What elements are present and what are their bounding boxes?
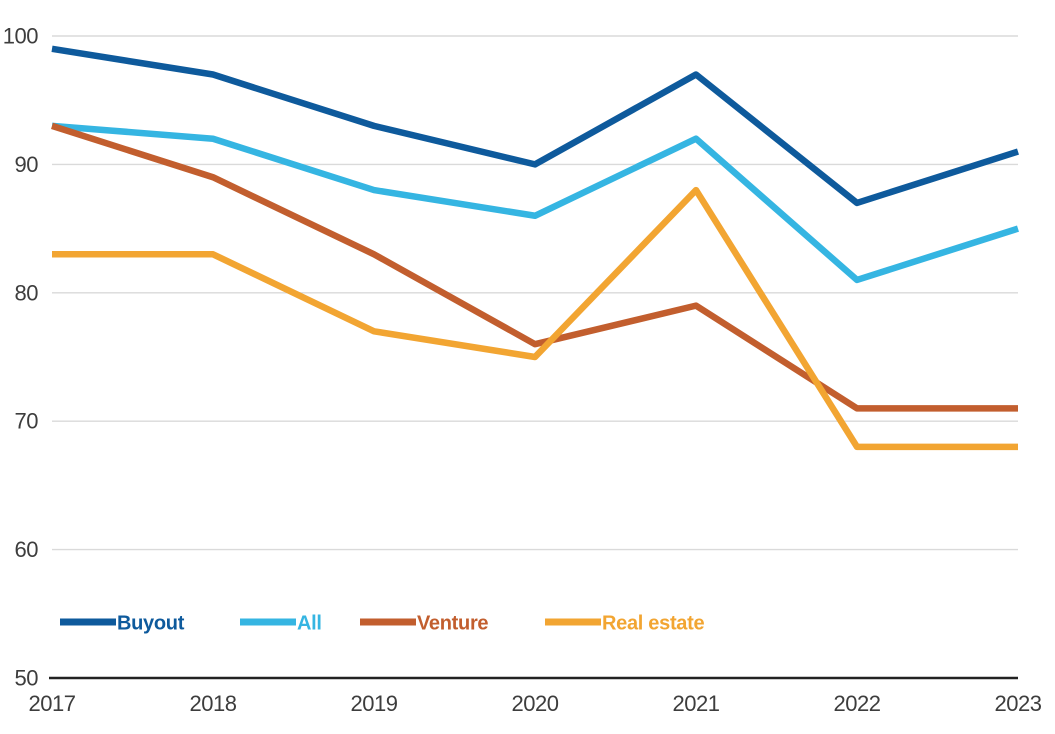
series-line-buyout (51, 45, 1019, 207)
legend-label-venture: Venture (417, 613, 488, 635)
x-tick-label-2019: 2019 (351, 691, 398, 716)
y-tick-label-80: 80 (15, 280, 39, 305)
y-tick-label-50: 50 (15, 666, 39, 691)
x-tick-label-2017: 2017 (29, 691, 76, 716)
x-tick-label-2022: 2022 (834, 691, 881, 716)
y-tick-label-100: 100 (3, 24, 38, 49)
legend-swatch-buyout (60, 618, 116, 626)
series-line-venture (51, 122, 1018, 412)
legend-label-buyout: Buyout (117, 613, 185, 635)
legend-label-real-estate: Real estate (602, 613, 704, 635)
y-tick-label-90: 90 (15, 152, 39, 177)
x-tick-label-2021: 2021 (673, 691, 720, 716)
series-line-real-estate (52, 186, 1018, 451)
x-tick-label-2023: 2023 (995, 691, 1042, 716)
legend-swatch-venture (360, 618, 416, 626)
x-tick-label-2018: 2018 (190, 691, 237, 716)
legend-swatch-all (240, 618, 296, 626)
legend-swatch-real-estate (545, 618, 601, 626)
series-line-all (51, 122, 1019, 284)
y-tick-label-60: 60 (15, 537, 39, 562)
y-tick-label-70: 70 (15, 409, 39, 434)
x-tick-label-2020: 2020 (512, 691, 559, 716)
legend-label-all: All (297, 613, 322, 635)
